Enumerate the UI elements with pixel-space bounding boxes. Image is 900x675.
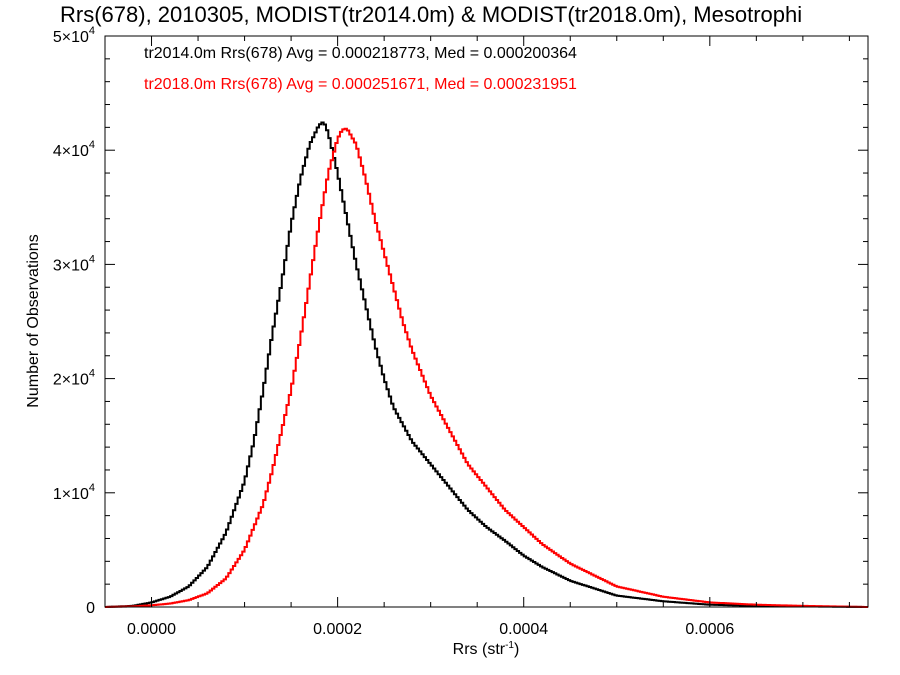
x-tick-label: 0.0004 [499,621,548,638]
y-tick-label: 5×104 [53,25,95,46]
y-tick-label: 1×104 [53,482,95,503]
series-layer [105,121,868,608]
legend-entry-tr2018: tr2018.0m Rrs(678) Avg = 0.000251671, Me… [144,76,577,93]
y-tick-label: 2×104 [53,368,95,389]
x-axis-label: Rrs (str-1) [453,640,520,658]
x-tick-label: 0.0002 [313,621,362,638]
chart-title: Rrs(678), 2010305, MODIST(tr2014.0m) & M… [60,2,803,27]
series-line-tr2014-0m [105,121,868,608]
y-axis-label: Number of Observations [25,234,42,407]
y-tick-label: 0 [86,600,95,617]
series-line-tr2018-0m [105,127,868,608]
ticks-layer: 0.0000 0.0002 0.0004 0.0006 0 1×104 2×104 3×104… [53,25,868,638]
y-tick-label: 4×104 [53,139,95,160]
x-tick-label: 0.0000 [127,621,176,638]
y-tick-label: 3×104 [53,253,95,274]
x-tick-label: 0.0006 [685,621,734,638]
plot-frame [104,35,869,608]
legend-entry-tr2014: tr2014.0m Rrs(678) Avg = 0.000218773, Me… [144,45,577,62]
